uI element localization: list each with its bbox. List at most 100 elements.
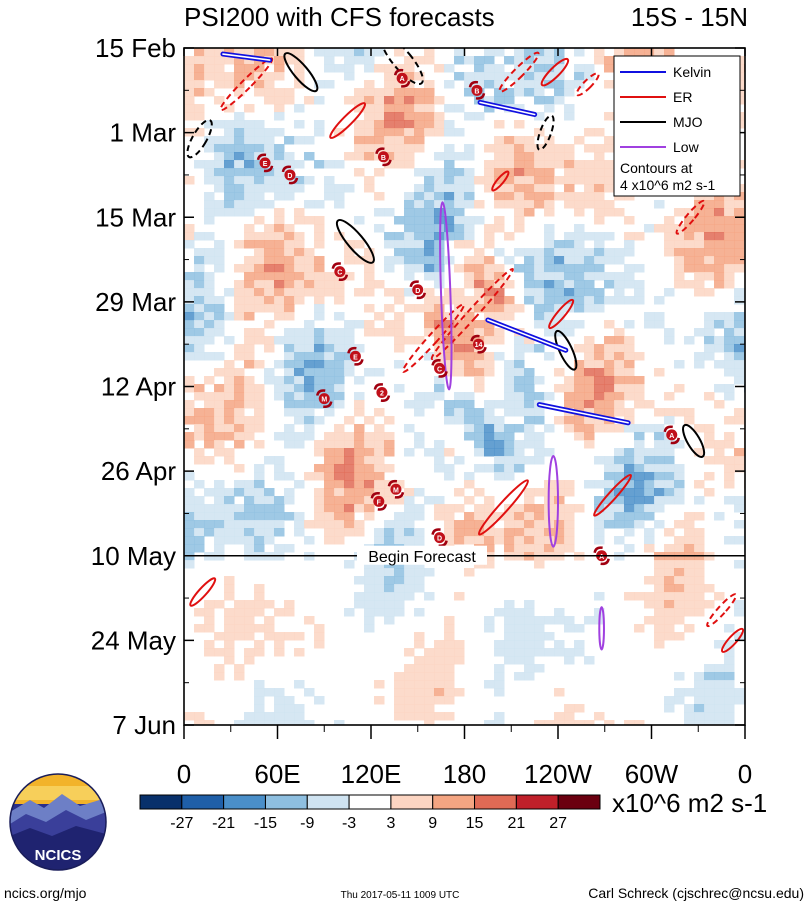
- storm-label: M: [321, 397, 327, 404]
- x-tick-label: 60E: [254, 759, 300, 789]
- contour-low-22: [439, 201, 453, 391]
- legend: Kelvin ER MJO Low Contours at 4 x10^6 m2 s-…: [613, 55, 741, 197]
- colorbar-tick-label: 3: [386, 815, 395, 832]
- contour-er-9: [498, 51, 540, 93]
- storm-label: A: [400, 76, 405, 83]
- contour-er-18: [593, 473, 632, 517]
- storm-label: 14: [475, 342, 483, 349]
- storm-marker-3: E: [256, 153, 274, 173]
- contour-mjo-1: [186, 119, 213, 159]
- colorbar-swatch: [390, 794, 434, 810]
- storm-label: F: [377, 499, 382, 506]
- colorbar-tick-label: -9: [300, 815, 314, 832]
- storm-label: 2: [380, 391, 384, 398]
- contour-low-23: [547, 455, 560, 548]
- storm-icon: [470, 334, 487, 354]
- logo-text: NCICS: [35, 847, 82, 864]
- storm-eye: [376, 387, 388, 399]
- contour-er-17: [477, 479, 529, 536]
- colorbar-unit: x10^6 m2 s-1: [612, 788, 767, 818]
- forecast-label: Begin Forecast: [368, 549, 476, 566]
- y-tick-label: 1 Mar: [110, 118, 177, 148]
- y-tick-label: 26 Apr: [101, 456, 177, 486]
- storm-icon: [663, 425, 680, 445]
- colorbar-swatch: [223, 794, 266, 810]
- storm-marker-11: 2: [373, 383, 391, 402]
- colorbar-tick-label: 27: [549, 815, 567, 832]
- storm-marker-8: E: [347, 346, 364, 366]
- chart-title: PSI200 with CFS forecasts: [184, 2, 495, 32]
- colorbar-swatch: [264, 794, 308, 810]
- kelvin-layer: [220, 51, 631, 426]
- x-tick-label: 0: [738, 759, 752, 789]
- storm-label: A: [669, 433, 674, 440]
- storm-eye: [390, 483, 402, 495]
- x-tick-label: 120W: [524, 759, 592, 789]
- storm-marker-6: D: [409, 280, 426, 300]
- contour-er-20: [706, 593, 738, 628]
- x-tick-label: 0: [177, 759, 191, 789]
- storm-layer: A B B E D C D 14 E C M 2 A M F D A: [256, 68, 680, 566]
- storm-icon: [431, 528, 448, 548]
- contour-mjo-5: [554, 329, 578, 371]
- storm-marker-5: C: [331, 262, 349, 282]
- contour-er-7: [219, 57, 274, 112]
- storm-icon: [375, 147, 392, 167]
- storm-label: A: [599, 554, 604, 561]
- storm-eye: [434, 362, 446, 374]
- storm-eye: [373, 495, 385, 507]
- storm-marker-0: A: [393, 68, 411, 88]
- contour-er-12: [491, 170, 510, 192]
- contour-er-10: [540, 57, 570, 87]
- colorbar: -27 -21 -15 -9 -3 3 9 15 21 27: [139, 794, 601, 832]
- y-tick-label: 15 Feb: [95, 33, 176, 63]
- storm-icon: [281, 165, 299, 185]
- footer-author: Carl Schreck (cjschrec@ncsu.edu): [588, 885, 804, 901]
- contour-mjo-2: [283, 52, 319, 93]
- storm-icon: [373, 383, 391, 402]
- colorbar-tick-label: 9: [428, 815, 437, 832]
- storm-eye: [471, 84, 483, 96]
- storm-icon: [387, 479, 405, 499]
- y-tick-label: 24 May: [91, 625, 176, 655]
- contour-low-24: [598, 606, 605, 651]
- storm-label: M: [393, 487, 399, 494]
- colorbar-swatch: [306, 794, 350, 810]
- colorbar-tick-label: -27: [170, 815, 193, 832]
- chart-region: 15S - 15N: [631, 2, 748, 32]
- contour-er-8: [329, 102, 367, 139]
- legend-label-kelvin: Kelvin: [673, 64, 711, 80]
- storm-eye: [259, 157, 271, 169]
- y-tick-label: 15 Mar: [95, 202, 176, 232]
- legend-label-low: Low: [673, 139, 700, 155]
- storm-label: B: [474, 88, 479, 95]
- storm-label: D: [287, 173, 292, 180]
- storm-icon: [409, 280, 426, 300]
- legend-note-line1: Contours at: [620, 160, 692, 176]
- kelvin-band-core-0: [222, 53, 271, 61]
- storm-eye: [334, 266, 346, 278]
- legend-note-line2: 4 x10^6 m2 s-1: [620, 177, 715, 193]
- storm-marker-15: D: [431, 528, 448, 548]
- colorbar-tick-label: -21: [212, 815, 235, 832]
- storm-label: C: [337, 270, 342, 277]
- y-tick-label: 7 Jun: [112, 710, 176, 740]
- storm-icon: [431, 358, 448, 378]
- storm-label: D: [415, 288, 420, 295]
- storm-marker-7: 14: [470, 334, 487, 354]
- colorbar-tick-label: 21: [507, 815, 525, 832]
- colorbar-swatch: [557, 794, 601, 810]
- storm-icon: [393, 68, 411, 88]
- contour-mjo-4: [335, 218, 375, 264]
- colorbar-tick-label: -3: [342, 815, 356, 832]
- storm-icon: [370, 491, 388, 511]
- colorbar-tick-label: 15: [466, 815, 484, 832]
- storm-marker-14: F: [370, 491, 388, 511]
- kelvin-band-core-2: [487, 319, 567, 352]
- storm-label: E: [353, 354, 358, 361]
- y-tick-label: 12 Apr: [101, 372, 177, 402]
- storm-eye: [284, 169, 296, 181]
- footer-site: ncics.org/mjo: [4, 885, 87, 901]
- contour-er-14: [401, 303, 465, 373]
